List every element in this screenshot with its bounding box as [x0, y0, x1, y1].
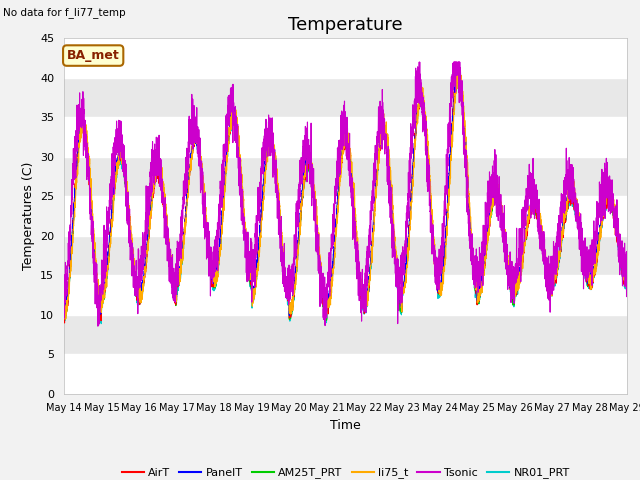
Bar	[64, 38, 627, 78]
Y-axis label: Temperatures (C): Temperatures (C)	[22, 162, 35, 270]
Title: Temperature: Temperature	[288, 16, 403, 34]
Bar	[64, 78, 627, 117]
Text: No data for f_li77_temp: No data for f_li77_temp	[3, 7, 126, 18]
Bar	[64, 315, 627, 354]
Bar	[64, 117, 627, 157]
Text: BA_met: BA_met	[67, 49, 120, 62]
Bar	[64, 196, 627, 236]
Bar	[64, 236, 627, 275]
X-axis label: Time: Time	[330, 419, 361, 432]
Legend: AirT, PanelT, AM25T_PRT, li75_t, Tsonic, NR01_PRT: AirT, PanelT, AM25T_PRT, li75_t, Tsonic,…	[117, 463, 574, 480]
Bar	[64, 157, 627, 196]
Bar	[64, 275, 627, 315]
Bar	[64, 354, 627, 394]
